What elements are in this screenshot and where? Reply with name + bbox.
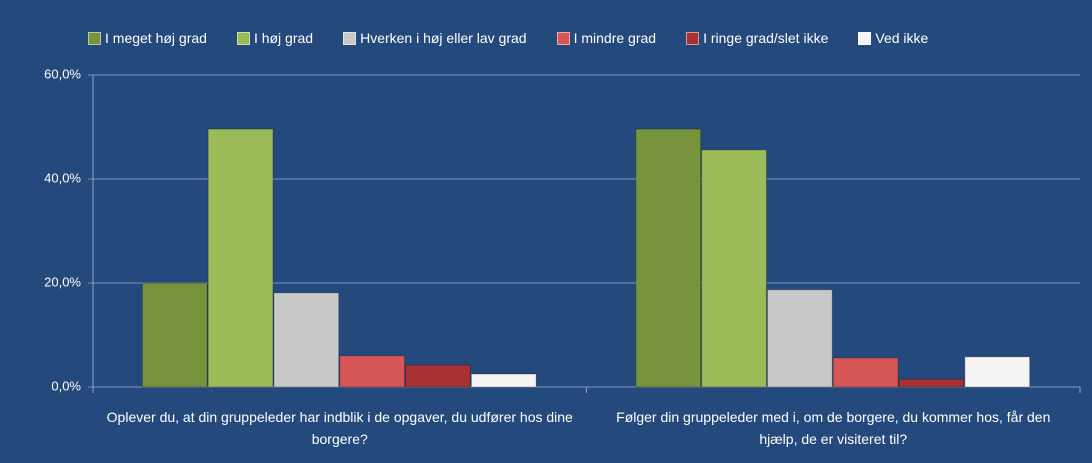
legend-label: I høj grad: [253, 30, 314, 46]
legend-label: I meget høj grad: [105, 30, 207, 46]
legend-item: I ringe grad/slet ikke: [686, 30, 828, 46]
y-tick-label: 60,0%: [44, 66, 81, 81]
legend-item: I meget høj grad: [88, 30, 207, 46]
bar: [273, 292, 340, 388]
legend-label: I ringe grad/slet ikke: [703, 30, 829, 46]
legend: I meget høj grad I høj grad Hverken i høj …: [88, 30, 1078, 46]
x-tick-label: Oplever du, at din gruppeleder har indbl…: [106, 409, 573, 447]
legend-swatch: [556, 31, 570, 45]
x-tick-label: Følger din gruppeleder med i, om de borg…: [616, 409, 1051, 447]
y-tick-label: 20,0%: [44, 274, 81, 289]
bar: [898, 378, 965, 388]
legend-item: Ved ikke: [858, 30, 928, 46]
bar: [141, 282, 208, 388]
bar: [832, 357, 899, 388]
legend-label: Ved ikke: [875, 30, 929, 46]
legend-swatch: [343, 31, 357, 45]
legend-label: Hverken i høj eller lav grad: [360, 30, 527, 46]
y-tick-label: 0,0%: [51, 378, 81, 393]
legend-label: I mindre grad: [573, 30, 657, 46]
legend-swatch: [686, 31, 700, 45]
bar: [339, 355, 406, 388]
y-tick-label: 40,0%: [44, 170, 81, 185]
legend-item: I høj grad: [236, 30, 314, 46]
bar: [701, 149, 767, 388]
legend-swatch: [858, 31, 872, 45]
legend-item: Hverken i høj eller lav grad: [343, 30, 527, 46]
legend-swatch: [88, 31, 101, 45]
bar: [964, 356, 1031, 388]
bar: [635, 128, 702, 388]
bar: [766, 289, 833, 388]
bar: [405, 364, 471, 388]
bar: [207, 128, 274, 388]
legend-swatch: [236, 31, 250, 45]
legend-item: I mindre grad: [556, 30, 657, 46]
bar: [470, 373, 537, 388]
